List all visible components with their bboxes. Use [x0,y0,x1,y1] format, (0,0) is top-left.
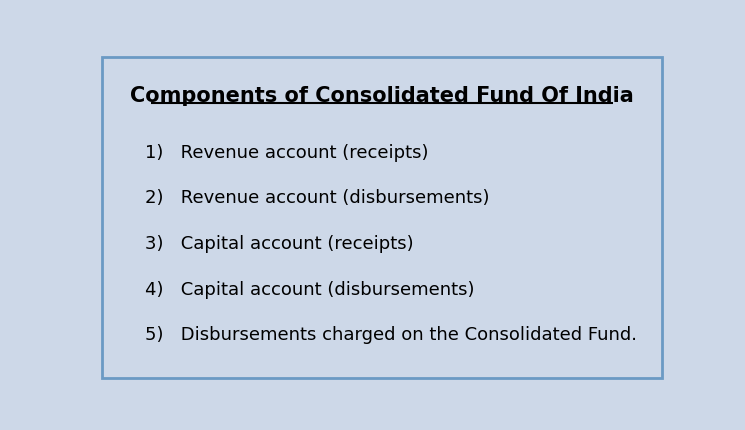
Text: 3)   Capital account (receipts): 3) Capital account (receipts) [145,235,413,253]
Text: 4)   Capital account (disbursements): 4) Capital account (disbursements) [145,281,475,299]
Text: 1)   Revenue account (receipts): 1) Revenue account (receipts) [145,144,428,162]
Text: 5)   Disbursements charged on the Consolidated Fund.: 5) Disbursements charged on the Consolid… [145,326,637,344]
Text: Components of Consolidated Fund Of India: Components of Consolidated Fund Of India [130,86,634,106]
FancyBboxPatch shape [102,57,662,378]
Text: 2)   Revenue account (disbursements): 2) Revenue account (disbursements) [145,189,489,207]
